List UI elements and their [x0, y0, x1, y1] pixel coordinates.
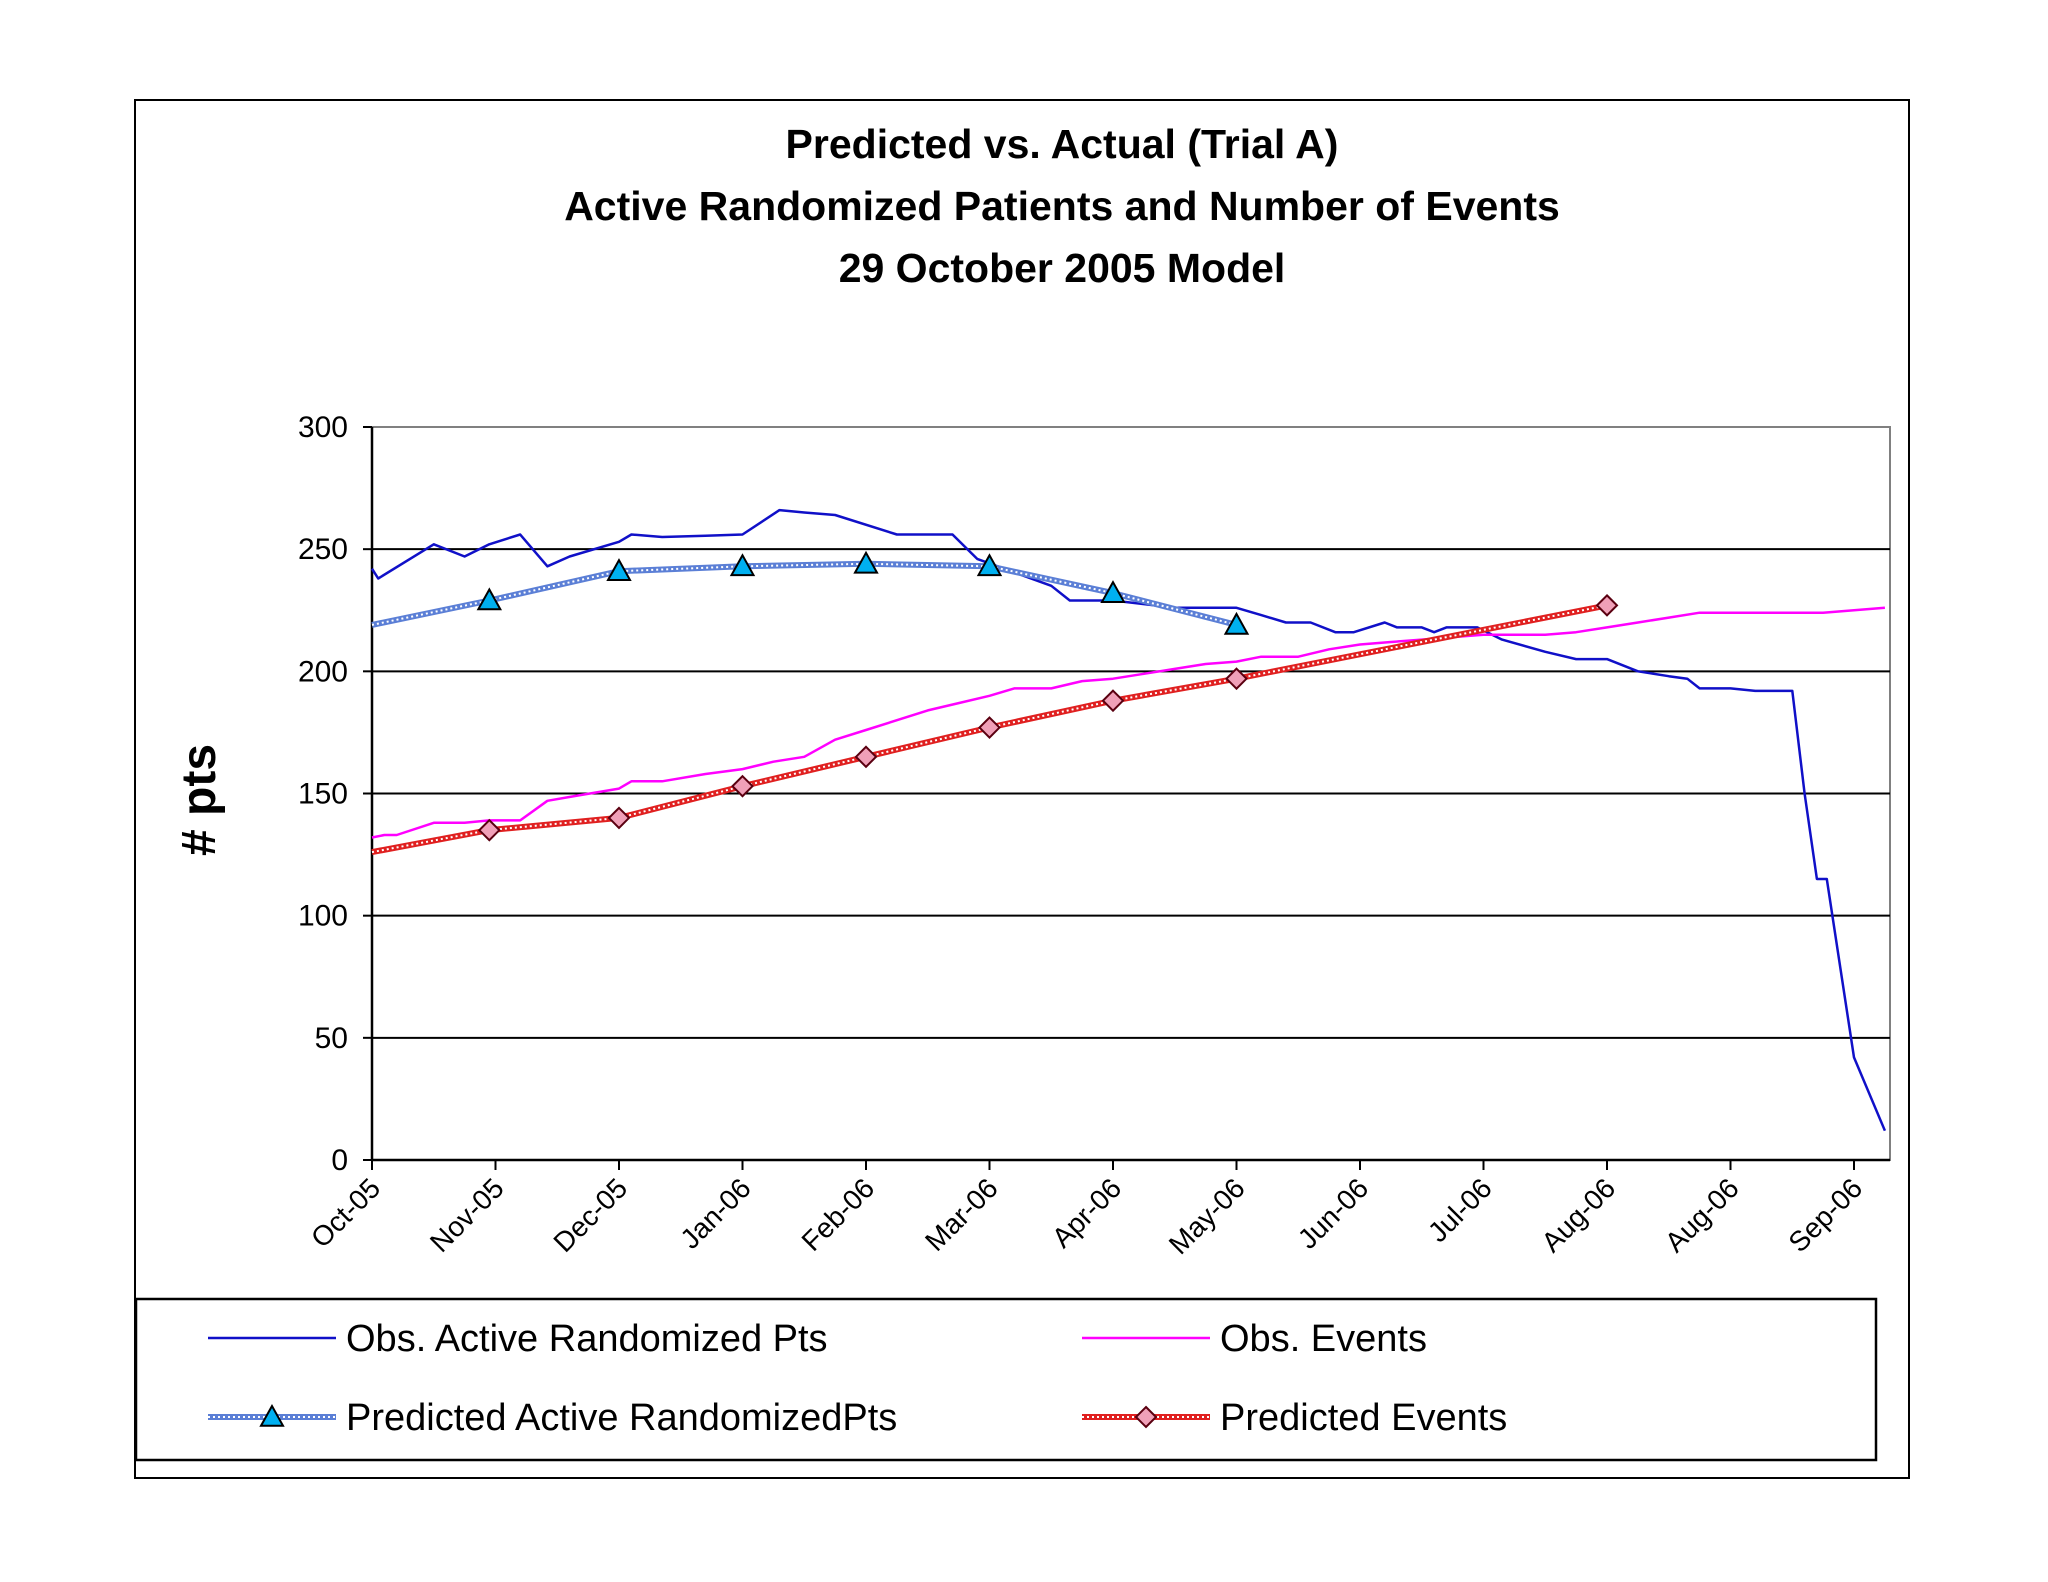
x-tick-label-0: Oct-05 — [305, 1172, 386, 1253]
chart-title-line-2: Active Randomized Patients and Number of… — [564, 183, 1560, 229]
marker-triangle-2-1 — [606, 558, 632, 581]
legend-label-1: Obs. Events — [1220, 1318, 1427, 1360]
x-tick-label-8: Jun-06 — [1292, 1172, 1374, 1254]
marker-diamond-3-2 — [731, 774, 754, 798]
x-tick-label-4: Feb-06 — [796, 1172, 881, 1257]
x-tick-label-7: May-06 — [1163, 1172, 1251, 1260]
marker-triangle-2-6 — [1223, 611, 1250, 635]
y-tick-label-200: 200 — [298, 655, 348, 688]
marker-diamond-3-4 — [978, 716, 1001, 739]
y-axis-label: # pts — [173, 744, 226, 856]
marker-triangle-2-3 — [853, 550, 879, 574]
marker-diamond-3-7 — [1595, 593, 1619, 617]
x-tick-label-9: Jul-06 — [1422, 1172, 1498, 1248]
chart-title: Predicted vs. Actual (Trial A) Active Ra… — [564, 121, 1560, 291]
y-tick-label-300: 300 — [298, 411, 348, 444]
y-tick-label-50: 50 — [315, 1022, 348, 1055]
series-2 — [371, 550, 1250, 635]
chart-title-line-1: Predicted vs. Actual (Trial A) — [786, 121, 1339, 167]
x-tick-label-6: Apr-06 — [1046, 1172, 1127, 1253]
y-tick-label-100: 100 — [298, 900, 348, 933]
legend-marker-triangle-2 — [259, 1403, 285, 1427]
legend-item-0: Obs. Active Randomized Pts — [208, 1318, 828, 1360]
chart-title-line-3: 29 October 2005 Model — [839, 245, 1286, 291]
series-3 — [371, 593, 1619, 856]
marker-triangle-2-0 — [476, 587, 503, 611]
x-tick-label-10: Aug-06 — [1535, 1172, 1621, 1258]
legend-item-2: Predicted Active RandomizedPts — [208, 1397, 897, 1439]
legend-label-3: Predicted Events — [1220, 1397, 1507, 1439]
legend-box — [134, 1297, 1878, 1462]
x-tick-label-3: Jan-06 — [674, 1172, 756, 1254]
x-tick-label-5: Mar-06 — [919, 1172, 1004, 1257]
series-0 — [370, 508, 1887, 1132]
marker-diamond-3-3 — [854, 745, 878, 769]
marker-diamond-3-5 — [1101, 689, 1125, 713]
marker-triangle-2-5 — [1100, 580, 1126, 603]
legend-label-0: Obs. Active Randomized Pts — [346, 1318, 828, 1360]
series-line-dots-3 — [371, 604, 1608, 854]
legend: Obs. Active Randomized Pts Obs. Events Pre… — [134, 1297, 1878, 1462]
legend-item-1: Obs. Events — [1082, 1318, 1427, 1360]
legend-label-2: Predicted Active RandomizedPts — [346, 1397, 897, 1439]
y-tick-label-250: 250 — [298, 533, 348, 566]
marker-triangle-2-2 — [729, 553, 756, 577]
legend-item-3: Predicted Events — [1082, 1397, 1507, 1439]
series-1 — [371, 606, 1886, 839]
series-line-0 — [370, 508, 1887, 1132]
x-tick-label-2: Dec-05 — [547, 1172, 633, 1258]
series-line-1 — [371, 606, 1886, 839]
marker-diamond-3-0 — [477, 818, 501, 842]
marker-diamond-3-1 — [607, 806, 631, 830]
series-line-dots-2 — [371, 562, 1237, 626]
series-layer — [370, 508, 1887, 1132]
y-tick-label-0: 0 — [331, 1144, 348, 1177]
legend-marker-diamond-3 — [1134, 1405, 1158, 1429]
x-tick-label-1: Nov-05 — [424, 1172, 510, 1258]
y-tick-label-150: 150 — [298, 778, 348, 811]
marker-diamond-3-6 — [1225, 667, 1248, 691]
marker-triangle-2-4 — [976, 553, 1003, 577]
x-tick-label-11: Aug-06 — [1659, 1172, 1745, 1258]
x-tick-label-12: Sep-06 — [1782, 1172, 1868, 1258]
